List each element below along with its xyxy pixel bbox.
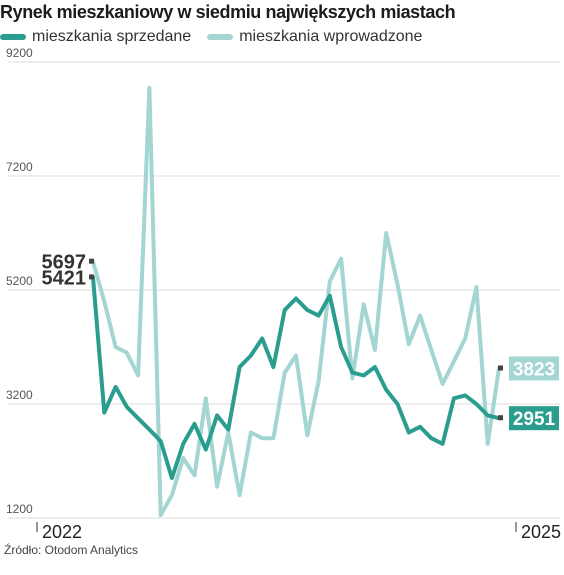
series-line-sold xyxy=(91,275,501,481)
end-label-introduced-box xyxy=(509,356,559,381)
end-label-introduced: 3823 xyxy=(513,359,555,380)
start-label-sold-marker xyxy=(89,274,94,280)
source-note: Źródło: Otodom Analytics xyxy=(4,543,139,557)
end-label-sold-box xyxy=(509,406,559,431)
end-label-sold: 2951 xyxy=(513,409,556,430)
y-tick-label-9200: 9200 xyxy=(6,46,33,60)
legend-swatch-introduced xyxy=(207,34,234,40)
start-label-sold: 5421 xyxy=(42,267,87,289)
legend-label-sold: mieszkania sprzedane xyxy=(32,28,192,45)
series-line-introduced xyxy=(91,85,501,518)
y-tick-label-3200: 3200 xyxy=(6,388,33,402)
x-tick-label-start: 2022 xyxy=(42,522,82,542)
x-tick-label-end: 2025 xyxy=(521,522,561,542)
legend-item-sold: mieszkania sprzedane xyxy=(0,28,191,46)
end-label-sold-marker xyxy=(498,415,503,421)
start-label-introduced-marker xyxy=(89,258,94,264)
legend-item-introduced: mieszkania wprowadzone xyxy=(207,28,422,46)
y-tick-label-1200: 1200 xyxy=(6,502,33,516)
legend-label-introduced: mieszkania wprowadzone xyxy=(239,28,423,45)
legend-swatch-sold xyxy=(0,34,26,40)
y-tick-label-5200: 5200 xyxy=(6,274,33,288)
end-label-introduced-marker xyxy=(498,365,503,371)
chart-title: Rynek mieszkaniowy w siedmiu największyc… xyxy=(0,2,456,22)
start-label-introduced: 5697 xyxy=(42,252,87,274)
legend: mieszkania sprzedane mieszkania wprowadz… xyxy=(0,28,438,46)
y-tick-label-7200: 7200 xyxy=(6,160,33,174)
